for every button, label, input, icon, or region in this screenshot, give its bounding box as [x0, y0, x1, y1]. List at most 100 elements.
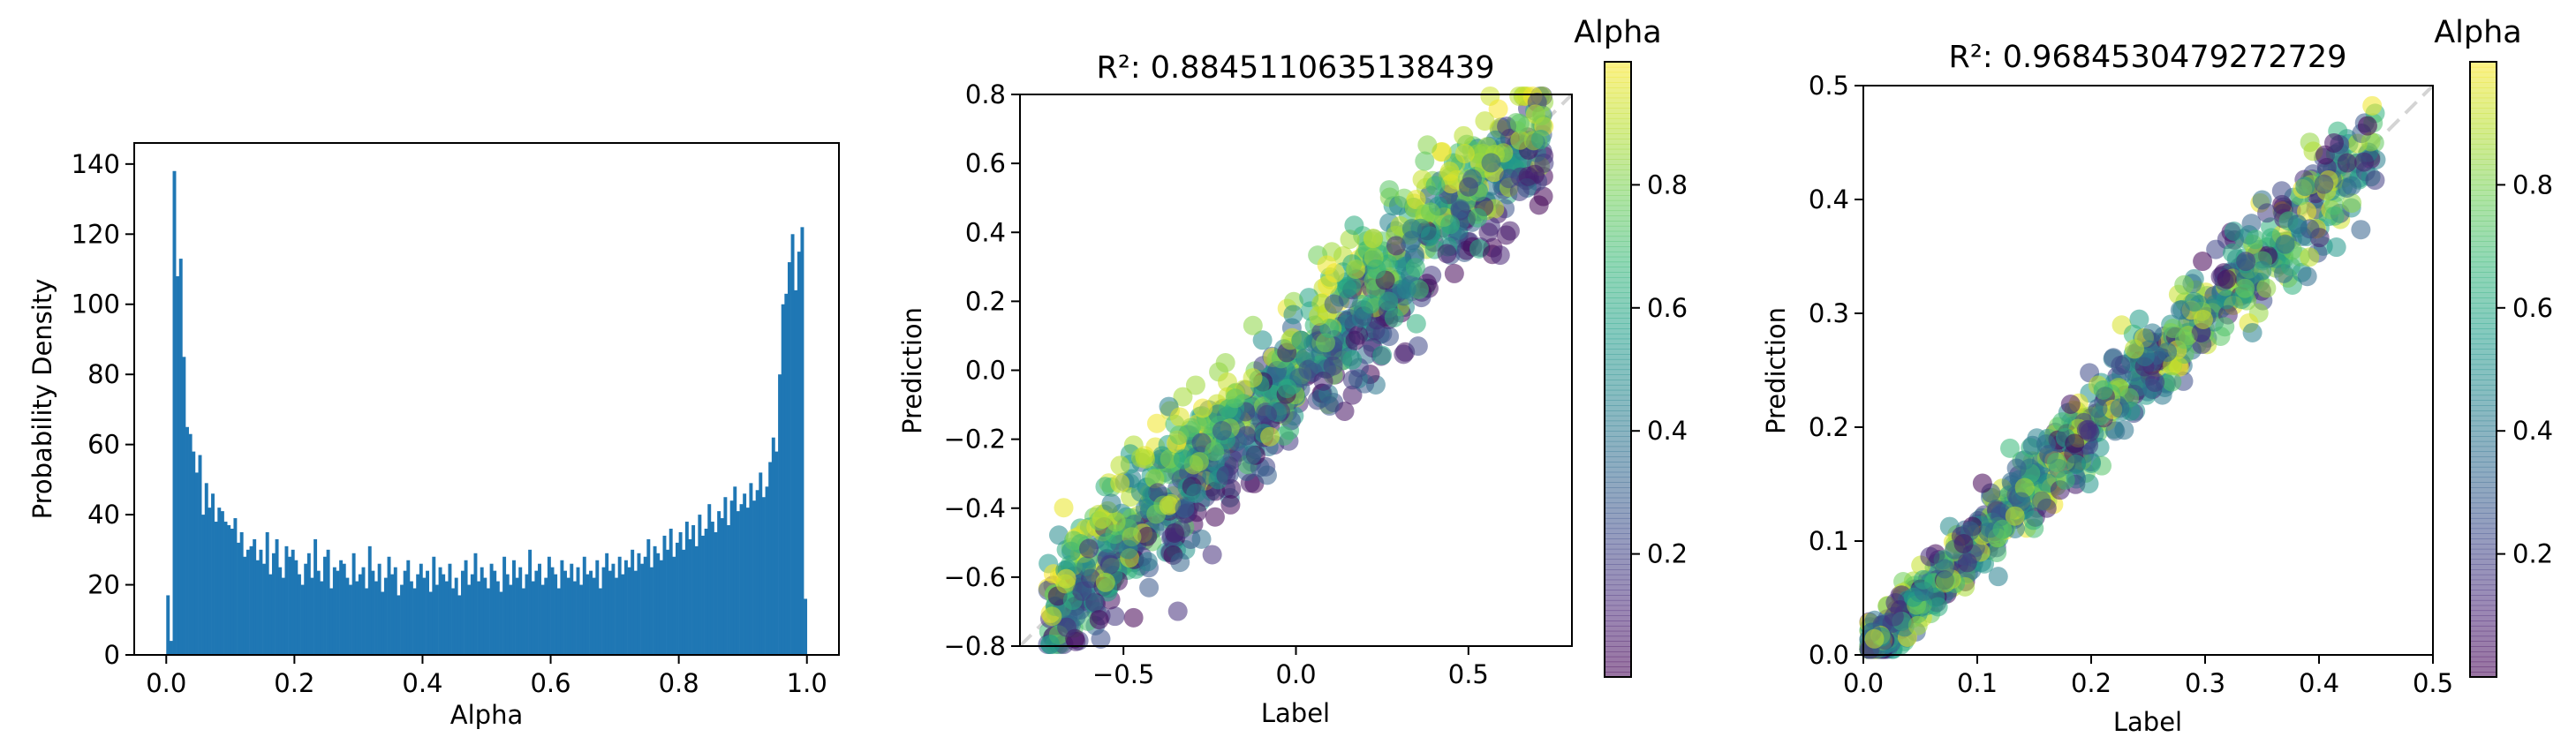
histogram-bar [495, 581, 500, 655]
colorbar-segment [2470, 267, 2497, 273]
scatter-point [1406, 190, 1426, 210]
y-tick-label: −0.2 [944, 425, 1006, 455]
histogram-bar [355, 581, 359, 655]
histogram-bar [284, 545, 289, 655]
colorbar-segment [1605, 523, 1631, 530]
histogram-bar [804, 598, 808, 655]
histogram-bar [505, 574, 510, 655]
y-tick-label: 0.2 [1809, 412, 1849, 442]
colorbar-segment [2470, 595, 2497, 601]
colorbar-segment [2470, 66, 2497, 73]
histogram-bar [601, 567, 606, 655]
scatter-point [1488, 99, 1508, 119]
colorbar-segment [1605, 559, 1631, 565]
scatter-point [2256, 278, 2277, 298]
colorbar-segment [2470, 436, 2497, 442]
colorbar-segment [1605, 364, 1631, 371]
histogram-bar [387, 556, 391, 655]
scatter-point [1518, 166, 1538, 186]
histogram-bar [598, 588, 602, 655]
colorbar-segment [2470, 400, 2497, 406]
colorbar-segment [1605, 190, 1631, 196]
scatter-2-points [1859, 95, 2386, 659]
colorbar-segment [1605, 436, 1631, 442]
histogram-bar [339, 560, 344, 655]
scatter-1-x-label: Label [1261, 698, 1330, 728]
colorbar-segment [2470, 241, 2497, 247]
colorbar-segment [1605, 333, 1631, 340]
scatter-point [1202, 545, 1222, 565]
scatter-point [1913, 569, 1933, 590]
histogram-bar [365, 588, 369, 655]
scatter-2-y-ticks: 0.0 0.1 0.2 0.3 0.4 0.5 [1809, 71, 1863, 670]
colorbar-tick-label: 0.4 [2512, 416, 2553, 446]
colorbar-segment [2470, 492, 2497, 499]
colorbar-segment [2470, 410, 2497, 417]
scatter-point [1242, 445, 1262, 465]
histogram-bar [451, 588, 456, 655]
colorbar-segment [2470, 440, 2497, 447]
colorbar-segment [2470, 246, 2497, 252]
colorbar-segment [2470, 579, 2497, 586]
scatter-point [2193, 310, 2213, 330]
colorbar-segment [2470, 323, 2497, 329]
colorbar-segment [1605, 528, 1631, 534]
histogram-bar [547, 556, 551, 655]
histogram-bar [572, 581, 577, 655]
colorbar-segment [1605, 123, 1631, 130]
scatter-point [2215, 317, 2235, 337]
scatter-point [1401, 230, 1422, 251]
histogram-bar [178, 259, 183, 655]
colorbar-frame [2469, 61, 2497, 678]
colorbar-segment [2470, 661, 2497, 667]
y-tick-label: 0.3 [1809, 298, 1849, 328]
histogram-x-label: Alpha [450, 700, 523, 730]
colorbar-segment [2470, 358, 2497, 365]
colorbar-segment [2470, 128, 2497, 134]
histogram-bar [787, 262, 791, 655]
scatter-panel-1: −0.5 0.0 0.5 −0.8−0.6−0.4−0.20.00.20.40.60… [897, 15, 1688, 728]
histogram-bar [717, 511, 721, 655]
scatter-point [1386, 236, 1406, 256]
colorbar-segment [1605, 650, 1631, 658]
colorbar-segment [1605, 466, 1631, 473]
histogram-bar [768, 462, 773, 655]
histogram-bar [268, 574, 273, 655]
scatter-point [2162, 372, 2182, 392]
histogram-bar [538, 563, 541, 655]
colorbar-segment [1605, 605, 1631, 612]
y-tick-label: 0.0 [1809, 640, 1849, 670]
histogram-bar [432, 556, 436, 655]
histogram-bar [698, 515, 702, 655]
colorbar-segment [1605, 292, 1631, 298]
histogram-bar [640, 563, 645, 655]
histogram-bar [172, 170, 177, 655]
histogram-bar [259, 549, 263, 655]
colorbar-segment [1605, 569, 1631, 575]
histogram-bar [778, 374, 782, 655]
colorbar-segment [2470, 415, 2497, 422]
colorbar-segment [1605, 492, 1631, 499]
histogram-bar [419, 563, 423, 655]
scatter-point [1175, 498, 1195, 518]
histogram-bar [615, 577, 619, 655]
scatter-point [2114, 420, 2134, 440]
scatter-point [1935, 559, 1955, 579]
colorbar-segment [1605, 661, 1631, 667]
histogram-bar [426, 570, 430, 655]
colorbar-segment [2470, 389, 2497, 396]
colorbar-segment [2470, 102, 2497, 109]
scatter-point [2242, 322, 2262, 342]
colorbar-segment [2470, 584, 2497, 590]
scatter-point [1309, 305, 1329, 326]
colorbar-segment [2470, 646, 2497, 652]
scatter-point [2145, 372, 2165, 393]
histogram-axes-frame [133, 142, 840, 656]
y-tick-label: 0.8 [965, 79, 1006, 109]
histogram-bar [297, 574, 301, 655]
scatter-point [1509, 113, 1530, 133]
histogram-bar [752, 500, 756, 655]
histogram-bar [570, 563, 574, 655]
colorbar-segment [1605, 221, 1631, 227]
